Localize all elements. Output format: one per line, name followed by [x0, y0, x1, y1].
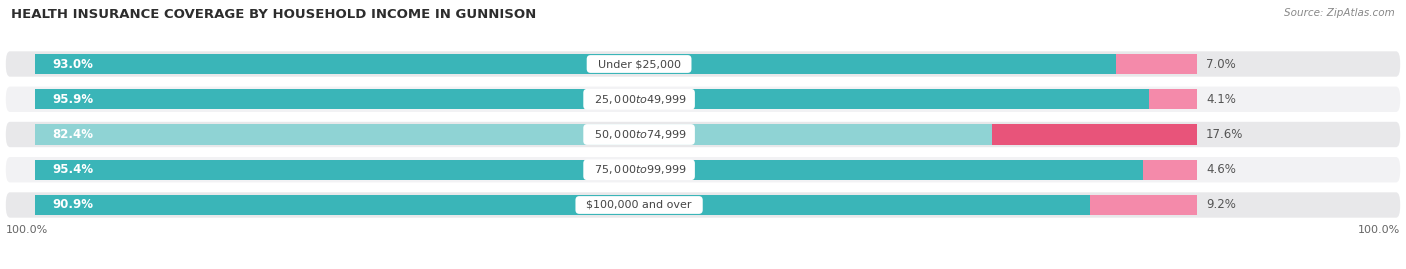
Text: Source: ZipAtlas.com: Source: ZipAtlas.com [1284, 8, 1395, 18]
Text: HEALTH INSURANCE COVERAGE BY HOUSEHOLD INCOME IN GUNNISON: HEALTH INSURANCE COVERAGE BY HOUSEHOLD I… [11, 8, 537, 21]
Text: $100,000 and over: $100,000 and over [579, 200, 699, 210]
Bar [35, 160, 1143, 180]
Bar [35, 195, 1091, 215]
Text: 4.1%: 4.1% [1206, 93, 1236, 106]
FancyBboxPatch shape [6, 122, 1400, 147]
Text: 93.0%: 93.0% [52, 58, 93, 70]
Text: Under $25,000: Under $25,000 [591, 59, 688, 69]
Bar [993, 124, 1197, 145]
Text: $25,000 to $49,999: $25,000 to $49,999 [588, 93, 690, 106]
Bar [1090, 195, 1197, 215]
Text: 82.4%: 82.4% [52, 128, 93, 141]
Text: 4.6%: 4.6% [1206, 163, 1236, 176]
Bar [1115, 54, 1197, 74]
Text: 100.0%: 100.0% [6, 225, 48, 235]
FancyBboxPatch shape [6, 157, 1400, 182]
Text: 17.6%: 17.6% [1206, 128, 1243, 141]
FancyBboxPatch shape [6, 51, 1400, 77]
Text: 7.0%: 7.0% [1206, 58, 1236, 70]
Text: $75,000 to $99,999: $75,000 to $99,999 [588, 163, 690, 176]
Text: 95.4%: 95.4% [52, 163, 93, 176]
Bar [35, 54, 1115, 74]
Text: 100.0%: 100.0% [1358, 225, 1400, 235]
Bar [35, 89, 1149, 109]
Text: $50,000 to $74,999: $50,000 to $74,999 [588, 128, 690, 141]
Bar [35, 124, 993, 145]
FancyBboxPatch shape [6, 87, 1400, 112]
Text: 95.9%: 95.9% [52, 93, 93, 106]
FancyBboxPatch shape [6, 192, 1400, 218]
Text: 90.9%: 90.9% [52, 199, 93, 211]
Text: 9.2%: 9.2% [1206, 199, 1236, 211]
Bar [1143, 160, 1197, 180]
Bar [1149, 89, 1197, 109]
